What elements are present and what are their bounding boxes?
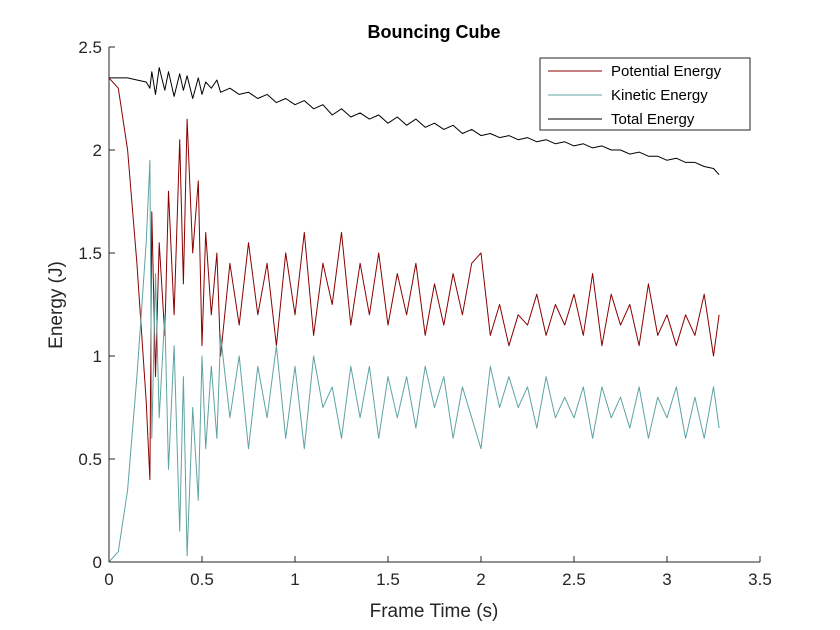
series-line-kinetic-energy <box>108 159 720 563</box>
x-tick-label: 0 <box>104 570 113 589</box>
x-tick-label: 2.5 <box>562 570 586 589</box>
y-tick-label: 0.5 <box>78 450 102 469</box>
series-lines <box>108 67 720 563</box>
y-axis-label: Energy (J) <box>46 261 67 349</box>
series-line-potential-energy <box>108 77 720 481</box>
legend-label-potential-energy: Potential Energy <box>611 63 722 80</box>
chart-title: Bouncing Cube <box>368 22 501 42</box>
x-tick-label: 1 <box>290 570 299 589</box>
y-tick-label: 1 <box>93 347 102 366</box>
x-tick-label: 3.5 <box>748 570 772 589</box>
y-tick-label: 2.5 <box>78 38 102 57</box>
series-line-total-energy <box>109 67 720 176</box>
axes: 0 0.5 1 1.5 2 2.5 3 3.5 0 0.5 1 1.5 2 2.5 <box>78 38 771 589</box>
y-tick-label: 2 <box>93 141 102 160</box>
y-tick-label: 0 <box>93 553 102 572</box>
legend-box <box>539 57 751 131</box>
x-tick-label: 3 <box>662 570 671 589</box>
y-tick-label: 1.5 <box>78 244 102 263</box>
x-tick-label: 0.5 <box>190 570 214 589</box>
x-tick-label: 1.5 <box>376 570 400 589</box>
plot-area <box>109 47 760 562</box>
legend-label-total-energy: Total Energy <box>611 111 695 128</box>
x-axis-label: Frame Time (s) <box>370 601 499 622</box>
x-tick-label: 2 <box>476 570 485 589</box>
legend: Potential Energy Kinetic Energy Total En… <box>539 57 751 131</box>
legend-label-kinetic-energy: Kinetic Energy <box>611 87 708 104</box>
